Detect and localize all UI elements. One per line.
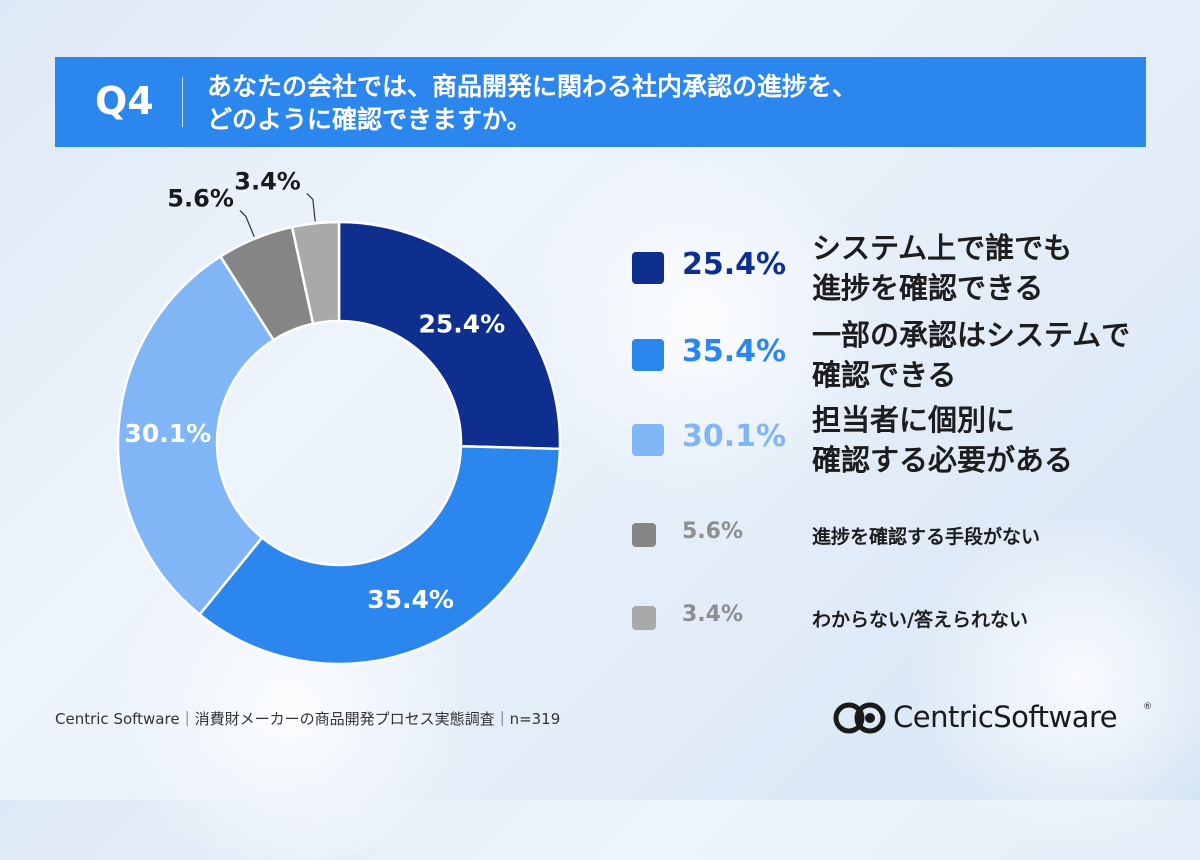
donut-slice: [197, 444, 562, 666]
legend-swatch: [632, 606, 656, 630]
legend-label-line: 確認できる: [812, 358, 957, 392]
header-divider: [182, 77, 183, 127]
background-glow: [520, 140, 880, 500]
legend-swatch: [632, 339, 664, 371]
slice-value-label: 5.6%: [167, 184, 234, 212]
logo-wordmark: CentricSoftware: [893, 700, 1118, 734]
legend-label: 進捗を確認する手段がない: [812, 522, 1040, 549]
survey-source: Centric Software｜消費財メーカーの商品開発プロセス実態調査｜n=…: [55, 710, 561, 728]
slice-value-label: 3.4%: [234, 167, 301, 195]
slice-value-label: 25.4%: [419, 309, 506, 338]
slice-value-label: 30.1%: [124, 419, 211, 448]
legend-label-line: 進捗を確認する手段がない: [812, 526, 1041, 548]
legend-label-line: 確認する必要がある: [812, 443, 1074, 477]
legend-swatch: [632, 523, 656, 547]
donut-slice: [337, 220, 562, 451]
legend-label-line: システム上で誰でも: [812, 231, 1073, 265]
donut-chart: 25.4% 35.4% 30.1% 5.6%3.4%: [116, 167, 562, 666]
question-header: Q4 あなたの会社では、商品開発に関わる社内承認の進捗を、 どのように確認できま…: [55, 57, 1146, 147]
background-glow: [900, 520, 1200, 840]
legend-percentage: 35.4%: [682, 334, 787, 369]
question-title: あなたの会社では、商品開発に関わる社内承認の進捗を、 どのように確認できますか。: [207, 70, 857, 136]
label-leader-line: [239, 209, 255, 237]
question-number: Q4: [95, 79, 154, 123]
legend-swatch: [632, 424, 664, 456]
legend-label-line: 担当者に個別に: [812, 403, 1016, 437]
legend-percentage: 25.4%: [682, 247, 787, 282]
question-title-line2: どのように確認できますか。: [207, 105, 532, 134]
legend-label-line: わからない/答えられない: [812, 609, 1028, 631]
legend-percentage: 5.6%: [682, 519, 744, 544]
centric-logo-icon: [833, 702, 886, 734]
legend-label: わからない/答えられない: [812, 605, 1028, 632]
legend-percentage: 3.4%: [682, 602, 744, 627]
legend-label: システム上で誰でも 進捗を確認できる: [812, 228, 1072, 308]
legend-label-line: 一部の承認はシステムで: [812, 318, 1131, 352]
legend-percentage: 30.1%: [682, 419, 787, 454]
donut-slice: [116, 254, 276, 617]
donut-slice: [290, 220, 341, 326]
legend-label: 担当者に個別に確認する必要がある: [812, 400, 1073, 480]
logo-registered-mark: ®: [1143, 702, 1152, 712]
label-leader-line: [306, 192, 316, 222]
slice-value-label: 35.4%: [367, 585, 454, 614]
legend-swatch: [632, 252, 664, 284]
question-title-line1: あなたの会社では、商品開発に関わる社内承認の進捗を、: [207, 72, 858, 101]
legend-label: 一部の承認はシステムで 確認できる: [812, 315, 1130, 395]
legend-label-line: 進捗を確認できる: [812, 271, 1044, 305]
